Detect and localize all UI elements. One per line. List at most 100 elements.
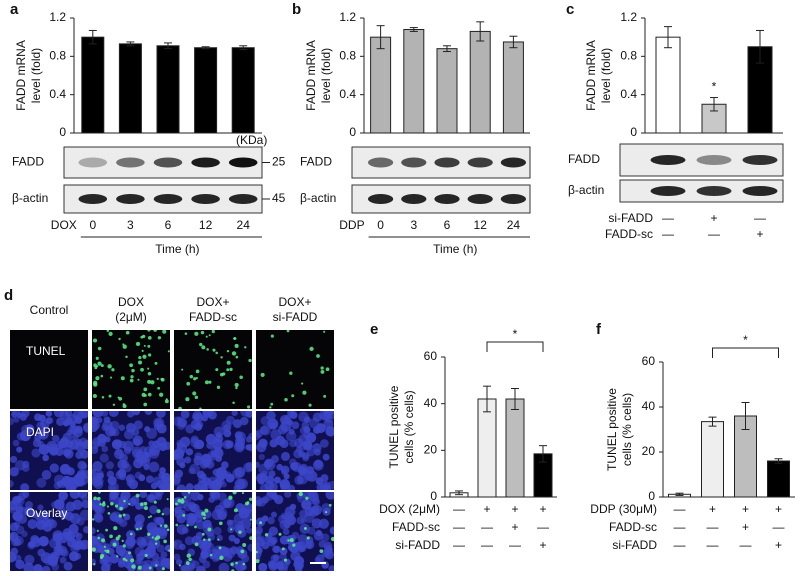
tunel-dot [208,380,212,384]
tunel-dot [101,396,105,399]
tunel-dot [208,334,211,337]
nucleus [329,526,334,535]
condition-mark: + [742,502,749,516]
nucleus [222,552,233,562]
tunel-dot [93,563,96,566]
tunel-dot [175,502,179,506]
bar [502,41,524,134]
nucleus [278,559,289,571]
nucleus [16,446,23,453]
y-tick-label: 0.8 [620,49,637,63]
nucleus [60,464,70,474]
tunel-dot [130,558,135,563]
tunel-dot [147,392,152,397]
nucleus [24,506,34,517]
nucleus [174,539,183,550]
nucleus [224,497,235,509]
nucleus [312,443,322,453]
nucleus [139,446,147,454]
nucleus [290,462,299,471]
nucleus [44,519,52,526]
nucleus [60,510,69,519]
nucleus [92,468,97,475]
tunel-dot [206,348,209,351]
tunel-dot [234,343,239,348]
blot-band [367,157,394,168]
tunel-dot [131,368,135,373]
nucleus [315,529,323,537]
significance: * [712,80,717,94]
tunel-dot [230,562,234,567]
micrograph-bg [174,330,252,409]
nucleus [73,552,82,560]
nucleus [236,525,245,534]
nucleus [27,519,38,529]
tunel-dot [199,342,203,347]
tunel-dot [147,330,151,332]
nucleus [323,411,334,417]
nucleus [305,541,313,549]
blot-band [153,157,183,168]
tunel-dot [160,377,165,382]
tunel-dot [122,513,126,517]
tunel-dot [201,511,206,516]
tunel-dot [118,396,123,401]
nucleus [80,539,88,550]
nucleus [216,507,228,519]
nucleus [139,456,151,467]
nucleus [63,561,73,571]
nucleus [59,556,67,564]
panel-label: f [596,321,602,338]
nucleus [149,505,158,515]
tunel-dot [235,561,238,565]
blot-band [78,157,108,168]
nucleus [152,440,160,449]
nucleus [51,434,60,443]
nucleus [114,440,121,448]
bar [701,421,724,498]
y-axis-label: FADD mRNA [14,40,28,111]
tunel-dot [230,528,233,531]
x-axis-label: Time (h) [155,242,199,256]
tunel-dot [140,502,144,507]
nucleus [294,564,303,571]
nucleus [267,516,275,525]
tunel-dot [161,512,165,516]
tunel-dot [319,549,324,553]
tunel-dot [309,346,314,351]
tunel-dot [101,502,106,507]
nucleus [318,518,329,529]
nucleus [128,497,137,507]
tunel-dot [147,336,152,340]
nucleus [267,418,279,430]
tunel-dot [143,402,148,407]
tunel-dot [175,523,179,527]
y-axis-label: FADD mRNA [304,40,318,111]
blot-band [696,186,732,196]
nucleus [279,552,287,561]
tunel-dot [143,387,148,392]
nucleus [23,562,34,571]
tunel-dot [292,543,296,547]
nucleus [160,557,170,568]
nucleus [211,492,221,501]
nucleus [239,416,249,426]
nucleus [13,416,20,423]
tunel-dot [328,503,332,507]
tunel-dot [240,549,245,554]
nucleus [148,461,160,473]
nucleus [323,544,333,554]
tunel-dot [112,403,116,406]
nucleus [33,564,43,571]
y-axis-label: cells (% cells) [402,390,416,463]
nucleus [184,456,192,464]
nucleus [31,448,41,458]
nucleus [328,565,334,571]
nucleus [92,437,102,447]
nucleus [65,482,75,490]
nucleus [118,424,126,432]
nucleus [92,461,103,472]
blot-band [367,194,394,204]
tunel-dot [226,360,231,365]
nucleus [10,533,15,540]
